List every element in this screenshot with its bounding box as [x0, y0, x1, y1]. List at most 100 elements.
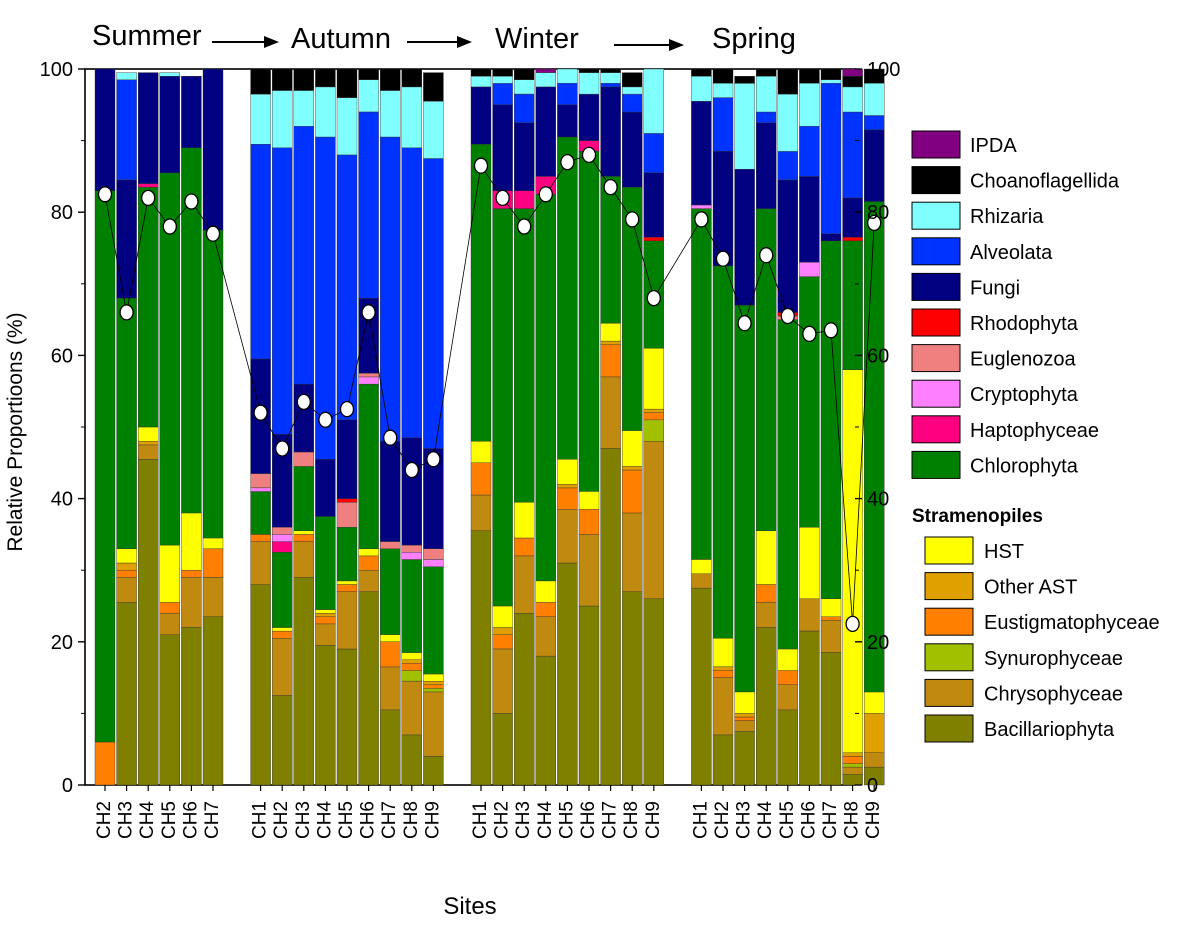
- segment-rhizaria: [336, 97, 358, 156]
- overlay-point: [162, 218, 177, 235]
- segment-bacillariophyta: [293, 577, 314, 786]
- segment-choanoflagellida: [842, 75, 863, 88]
- segment-hst: [137, 426, 159, 442]
- segment-alveolata: [600, 83, 621, 88]
- x-tick-label: CH5: [777, 801, 798, 839]
- legend-label: Synurophyceae: [984, 648, 1123, 670]
- segment-eustigmatophyceae: [734, 716, 755, 721]
- segment-rhizaria: [250, 93, 271, 145]
- segment-haptophyceae: [514, 190, 535, 209]
- segment-chlorophyta: [777, 319, 798, 650]
- bar-summer-ch4: [137, 72, 159, 786]
- segment-chrysophyceae: [777, 684, 798, 711]
- segment-bacillariophyta: [137, 459, 159, 786]
- segment-choanoflagellida: [272, 68, 293, 91]
- segment-rhizaria: [842, 86, 863, 113]
- segment-ipda: [842, 68, 863, 77]
- segment-choanoflagellida: [578, 68, 600, 73]
- bar-autumn-ch7: [380, 68, 401, 786]
- segment-cryptophyta: [358, 376, 379, 385]
- x-tick-label: CH7: [600, 801, 621, 839]
- segment-chrysophyceae: [181, 577, 202, 628]
- segment-hst: [820, 598, 842, 617]
- segment-hst: [293, 530, 314, 535]
- segment-hst: [557, 459, 578, 485]
- segment-rhizaria: [159, 72, 181, 77]
- segment-chlorophyta: [691, 208, 712, 560]
- segment-bacillariophyta: [820, 652, 842, 786]
- segment-choanoflagellida: [622, 72, 643, 88]
- y-tick-label-right: 40: [867, 489, 889, 511]
- segment-chlorophyta: [94, 190, 116, 743]
- x-tick-label: CH1: [690, 801, 711, 839]
- segment-fungi: [470, 86, 492, 145]
- segment-hst: [202, 537, 224, 549]
- segment-hst: [159, 544, 181, 603]
- legend-swatch: [924, 607, 974, 636]
- segment-bacillariophyta: [578, 605, 600, 786]
- segment-bacillariophyta: [315, 645, 336, 786]
- segment-rhizaria: [272, 90, 293, 148]
- segment-chrysophyceae: [691, 573, 712, 589]
- legend-swatch: [924, 643, 974, 672]
- segment-hst: [799, 527, 820, 600]
- x-tick-label: CH4: [755, 801, 776, 839]
- x-tick-label: CH5: [336, 801, 357, 839]
- segment-eustigmatophyceae: [315, 616, 336, 625]
- bar-autumn-ch5: [336, 68, 358, 786]
- segment-rhizaria: [799, 83, 820, 127]
- y-tick-label-left: 80: [51, 202, 73, 224]
- segment-hst: [272, 627, 293, 632]
- segment-other-ast: [712, 666, 734, 671]
- segment-hst: [691, 559, 712, 575]
- legend-label: Rhizaria: [970, 206, 1044, 228]
- legend-label: Fungi: [970, 277, 1020, 299]
- y-tick-label-left: 0: [62, 775, 73, 797]
- x-tick-label: CH6: [358, 801, 379, 839]
- segment-alveolata: [315, 136, 336, 460]
- segment-fungi: [622, 111, 643, 188]
- segment-eustigmatophyceae: [181, 570, 202, 578]
- segment-chrysophyceae: [250, 541, 271, 585]
- segment-choanoflagellida: [756, 68, 777, 77]
- segment-bacillariophyta: [691, 587, 712, 786]
- segment-bacillariophyta: [712, 734, 734, 786]
- segment-eustigmatophyceae: [401, 663, 422, 671]
- overlay-point: [780, 307, 795, 325]
- segment-cryptophyta: [691, 204, 712, 209]
- x-axis-title: Sites: [443, 893, 496, 920]
- segment-chlorophyta: [137, 186, 159, 428]
- segment-synurophyceae: [423, 688, 444, 693]
- segment-euglenozoa: [272, 527, 293, 535]
- segment-other-ast: [401, 659, 422, 664]
- legend-label: IPDA: [970, 135, 1017, 157]
- segment-choanoflagellida: [820, 68, 842, 80]
- overlay-point: [184, 193, 199, 210]
- segment-fungi: [159, 75, 181, 174]
- segment-eustigmatophyceae: [272, 630, 293, 639]
- segment-bacillariophyta: [202, 616, 224, 786]
- overlay-point: [581, 146, 597, 164]
- bar-summer-ch2: [94, 68, 116, 786]
- bar-spring-ch5: [777, 68, 798, 786]
- segment-eustigmatophyceae: [492, 634, 513, 650]
- segment-fungi: [842, 197, 863, 238]
- segment-choanoflagellida: [600, 68, 621, 73]
- segment-hst: [600, 323, 621, 342]
- segment-euglenozoa: [250, 473, 271, 489]
- season-label-autumn: Autumn: [291, 23, 391, 55]
- segment-chlorophyta: [380, 548, 401, 635]
- segment-eustigmatophyceae: [159, 602, 181, 614]
- segment-choanoflagellida: [691, 68, 712, 77]
- segment-hst: [315, 609, 336, 614]
- overlay-point: [318, 411, 333, 428]
- x-tick-label: CH3: [734, 801, 755, 839]
- overlay-point: [404, 461, 419, 479]
- segment-hst: [864, 691, 885, 714]
- x-tick-label: CH4: [314, 801, 335, 839]
- segment-chlorophyta: [492, 208, 513, 607]
- segment-other-ast: [423, 681, 444, 686]
- bar-autumn-ch3: [293, 68, 314, 786]
- segment-rhizaria: [600, 72, 621, 84]
- overlay-point: [560, 153, 575, 171]
